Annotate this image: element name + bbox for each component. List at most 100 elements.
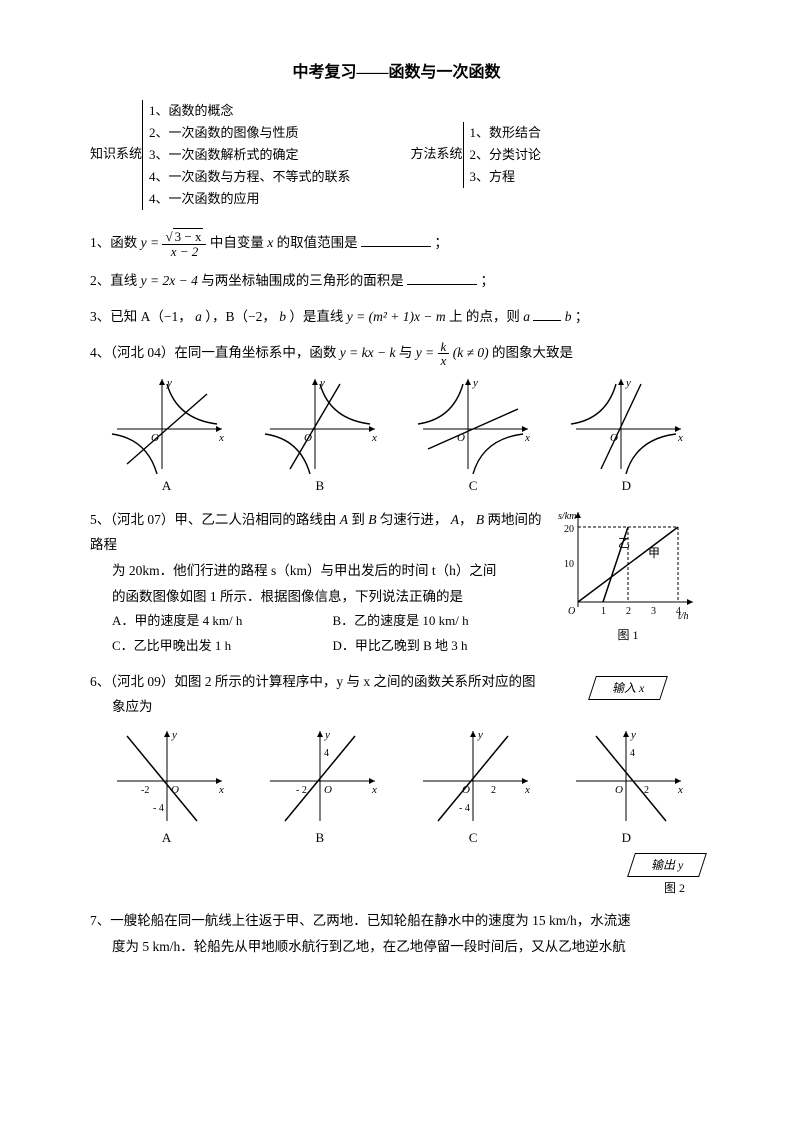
q3-prefix: 3、已知 A（−1， bbox=[90, 309, 192, 324]
q6-graph-b: x y O - 2 4 B bbox=[255, 726, 385, 849]
q1-end: ； bbox=[434, 235, 448, 250]
svg-text:甲: 甲 bbox=[648, 546, 660, 560]
svg-text:y: y bbox=[472, 377, 478, 389]
svg-text:O: O bbox=[568, 606, 575, 617]
q3-mid3: 上 的点，则 bbox=[449, 309, 523, 324]
q4-graphs: x y O A x y O B x y O bbox=[90, 374, 703, 497]
q2-eq: y = 2x − 4 bbox=[141, 273, 198, 288]
knowledge-item: 2、一次函数的图像与性质 bbox=[149, 122, 351, 144]
q7-line2: 度为 5 km/h．轮船先从甲地顺水航行到乙地，在乙地停留一段时间后，又从乙地逆… bbox=[90, 934, 703, 960]
svg-text:3: 3 bbox=[651, 606, 656, 617]
svg-text:x: x bbox=[371, 784, 377, 796]
svg-text:- 2: - 2 bbox=[296, 785, 307, 796]
q5-opt-b: B．乙的速度是 10 km/ h bbox=[333, 609, 554, 634]
axis-y-label: y bbox=[166, 377, 172, 389]
svg-text:4: 4 bbox=[324, 748, 329, 759]
q4-num: k bbox=[438, 340, 450, 355]
q4-label-b: B bbox=[255, 476, 385, 497]
q3-mid1: ），B（−2， bbox=[205, 309, 276, 324]
svg-text:乙: 乙 bbox=[618, 536, 630, 550]
q3-blank[interactable] bbox=[533, 306, 561, 321]
svg-text:- 4: - 4 bbox=[459, 803, 470, 814]
q6-graph-a: x y O -2 - 4 A bbox=[102, 726, 232, 849]
method-list: 1、数形结合 2、分类讨论 3、方程 bbox=[463, 122, 542, 188]
q3-b: b bbox=[279, 309, 286, 324]
q4-yeq: y = bbox=[416, 345, 438, 360]
q4-label-d: D bbox=[561, 476, 691, 497]
q5-A: A bbox=[340, 512, 348, 527]
q4-graph-d: x y O D bbox=[561, 374, 691, 497]
q5-fig-label: 图 1 bbox=[553, 624, 703, 647]
q6-line2: 象应为 bbox=[90, 694, 553, 720]
svg-text:y: y bbox=[319, 377, 325, 389]
svg-text:1: 1 bbox=[601, 606, 606, 617]
method-system: 方法系统 1、数形结合 2、分类讨论 3、方程 bbox=[411, 100, 542, 210]
question-4: 4、（河北 04）在同一直角坐标系中，函数 y = kx − k 与 y = k… bbox=[90, 340, 703, 368]
q4-graph-c: x y O C bbox=[408, 374, 538, 497]
q5-to: 到 bbox=[351, 512, 368, 527]
q4-label-c: C bbox=[408, 476, 538, 497]
q2-blank[interactable] bbox=[407, 270, 477, 285]
q3-mid2: ）是直线 bbox=[289, 309, 346, 324]
svg-text:x: x bbox=[677, 784, 683, 796]
q1-yeq: y = bbox=[141, 235, 163, 250]
q4-prefix: 4、（河北 04）在同一直角坐标系中，函数 bbox=[90, 345, 340, 360]
svg-text:y: y bbox=[324, 729, 330, 741]
method-item: 2、分类讨论 bbox=[470, 144, 542, 166]
q6-input-box: 输入 x bbox=[553, 669, 703, 720]
output-parallelogram: 输出 y bbox=[627, 853, 707, 877]
q3-a: a bbox=[195, 309, 202, 324]
svg-text:20: 20 bbox=[564, 524, 574, 535]
svg-text:-2: -2 bbox=[141, 785, 149, 796]
q5-line1a: 5、（河北 07）甲、乙二人沿相同的路线由 bbox=[90, 512, 340, 527]
svg-text:t/h: t/h bbox=[678, 611, 689, 622]
svg-text:x: x bbox=[677, 432, 683, 444]
svg-text:x: x bbox=[218, 784, 224, 796]
question-3: 3、已知 A（−1， a ），B（−2， b ）是直线 y = (m² + 1)… bbox=[90, 304, 703, 330]
q1-den: x − 2 bbox=[162, 245, 206, 259]
axis-x-label: x bbox=[218, 432, 224, 444]
q4-fraction: k x bbox=[438, 340, 450, 368]
q5-figure: 12 34 1020 O t/h s/km 甲 乙 图 1 bbox=[553, 507, 703, 659]
q7-line1: 7、一艘轮船在同一航线上往返于甲、乙两地．已知轮船在静水中的速度为 15 km/… bbox=[90, 908, 703, 934]
svg-text:O: O bbox=[324, 784, 332, 796]
q5-line3: 的函数图像如图 1 所示．根据图像信息，下列说法正确的是 bbox=[90, 584, 553, 610]
svg-text:2: 2 bbox=[491, 785, 496, 796]
q1-prefix: 1、函数 bbox=[90, 235, 141, 250]
q4-mid: 与 bbox=[399, 345, 416, 360]
q1-num: 3 − x bbox=[173, 228, 204, 244]
knowledge-list: 1、函数的概念 2、一次函数的图像与性质 3、一次函数解析式的确定 4、一次函数… bbox=[142, 100, 351, 210]
q5-opt-c: C．乙比甲晚出发 1 h bbox=[112, 634, 333, 659]
q6-output-area: 输出 y 图 2 bbox=[90, 853, 703, 899]
method-system-label: 方法系统 bbox=[411, 144, 463, 165]
q5-line2: 为 20km．他们行进的路程 s（km）与甲出发后的时间 t（h）之间 bbox=[90, 558, 553, 584]
q5-opt-a: A．甲的速度是 4 km/ h bbox=[112, 609, 333, 634]
q1-fraction: √3 − x x − 2 bbox=[162, 230, 206, 258]
svg-text:10: 10 bbox=[564, 559, 574, 570]
q1-blank[interactable] bbox=[361, 232, 431, 247]
q4-graph-b: x y O B bbox=[255, 374, 385, 497]
q1-suffix: 的取值范围是 bbox=[277, 235, 358, 250]
q2-prefix: 2、直线 bbox=[90, 273, 141, 288]
q6-fig-label: 图 2 bbox=[90, 879, 703, 898]
knowledge-system-label: 知识系统 bbox=[90, 144, 142, 165]
q5-B: B bbox=[368, 512, 376, 527]
knowledge-item: 3、一次函数解析式的确定 bbox=[149, 144, 351, 166]
svg-text:x: x bbox=[371, 432, 377, 444]
q6-graph-d: x y O 2 4 D bbox=[561, 726, 691, 849]
svg-text:y: y bbox=[171, 729, 177, 741]
svg-text:y: y bbox=[477, 729, 483, 741]
q1-mid: 中自变量 bbox=[210, 235, 267, 250]
svg-text:s/km: s/km bbox=[558, 511, 576, 522]
q4-graph-a: x y O A bbox=[102, 374, 232, 497]
q1-x: x bbox=[267, 235, 273, 250]
method-item: 3、方程 bbox=[470, 166, 542, 188]
q4-eq1: y = kx − k bbox=[340, 345, 396, 360]
knowledge-system: 知识系统 1、函数的概念 2、一次函数的图像与性质 3、一次函数解析式的确定 4… bbox=[90, 100, 351, 210]
svg-text:y: y bbox=[625, 377, 631, 389]
question-7: 7、一艘轮船在同一航线上往返于甲、乙两地．已知轮船在静水中的速度为 15 km/… bbox=[90, 908, 703, 959]
page-title: 中考复习——函数与一次函数 bbox=[90, 60, 703, 86]
q5-options: A．甲的速度是 4 km/ h B．乙的速度是 10 km/ h C．乙比甲晚出… bbox=[90, 609, 553, 658]
q5-opt-d: D．甲比乙晚到 B 地 3 h bbox=[333, 634, 554, 659]
knowledge-item: 4、一次函数与方程、不等式的联系 bbox=[149, 166, 351, 188]
